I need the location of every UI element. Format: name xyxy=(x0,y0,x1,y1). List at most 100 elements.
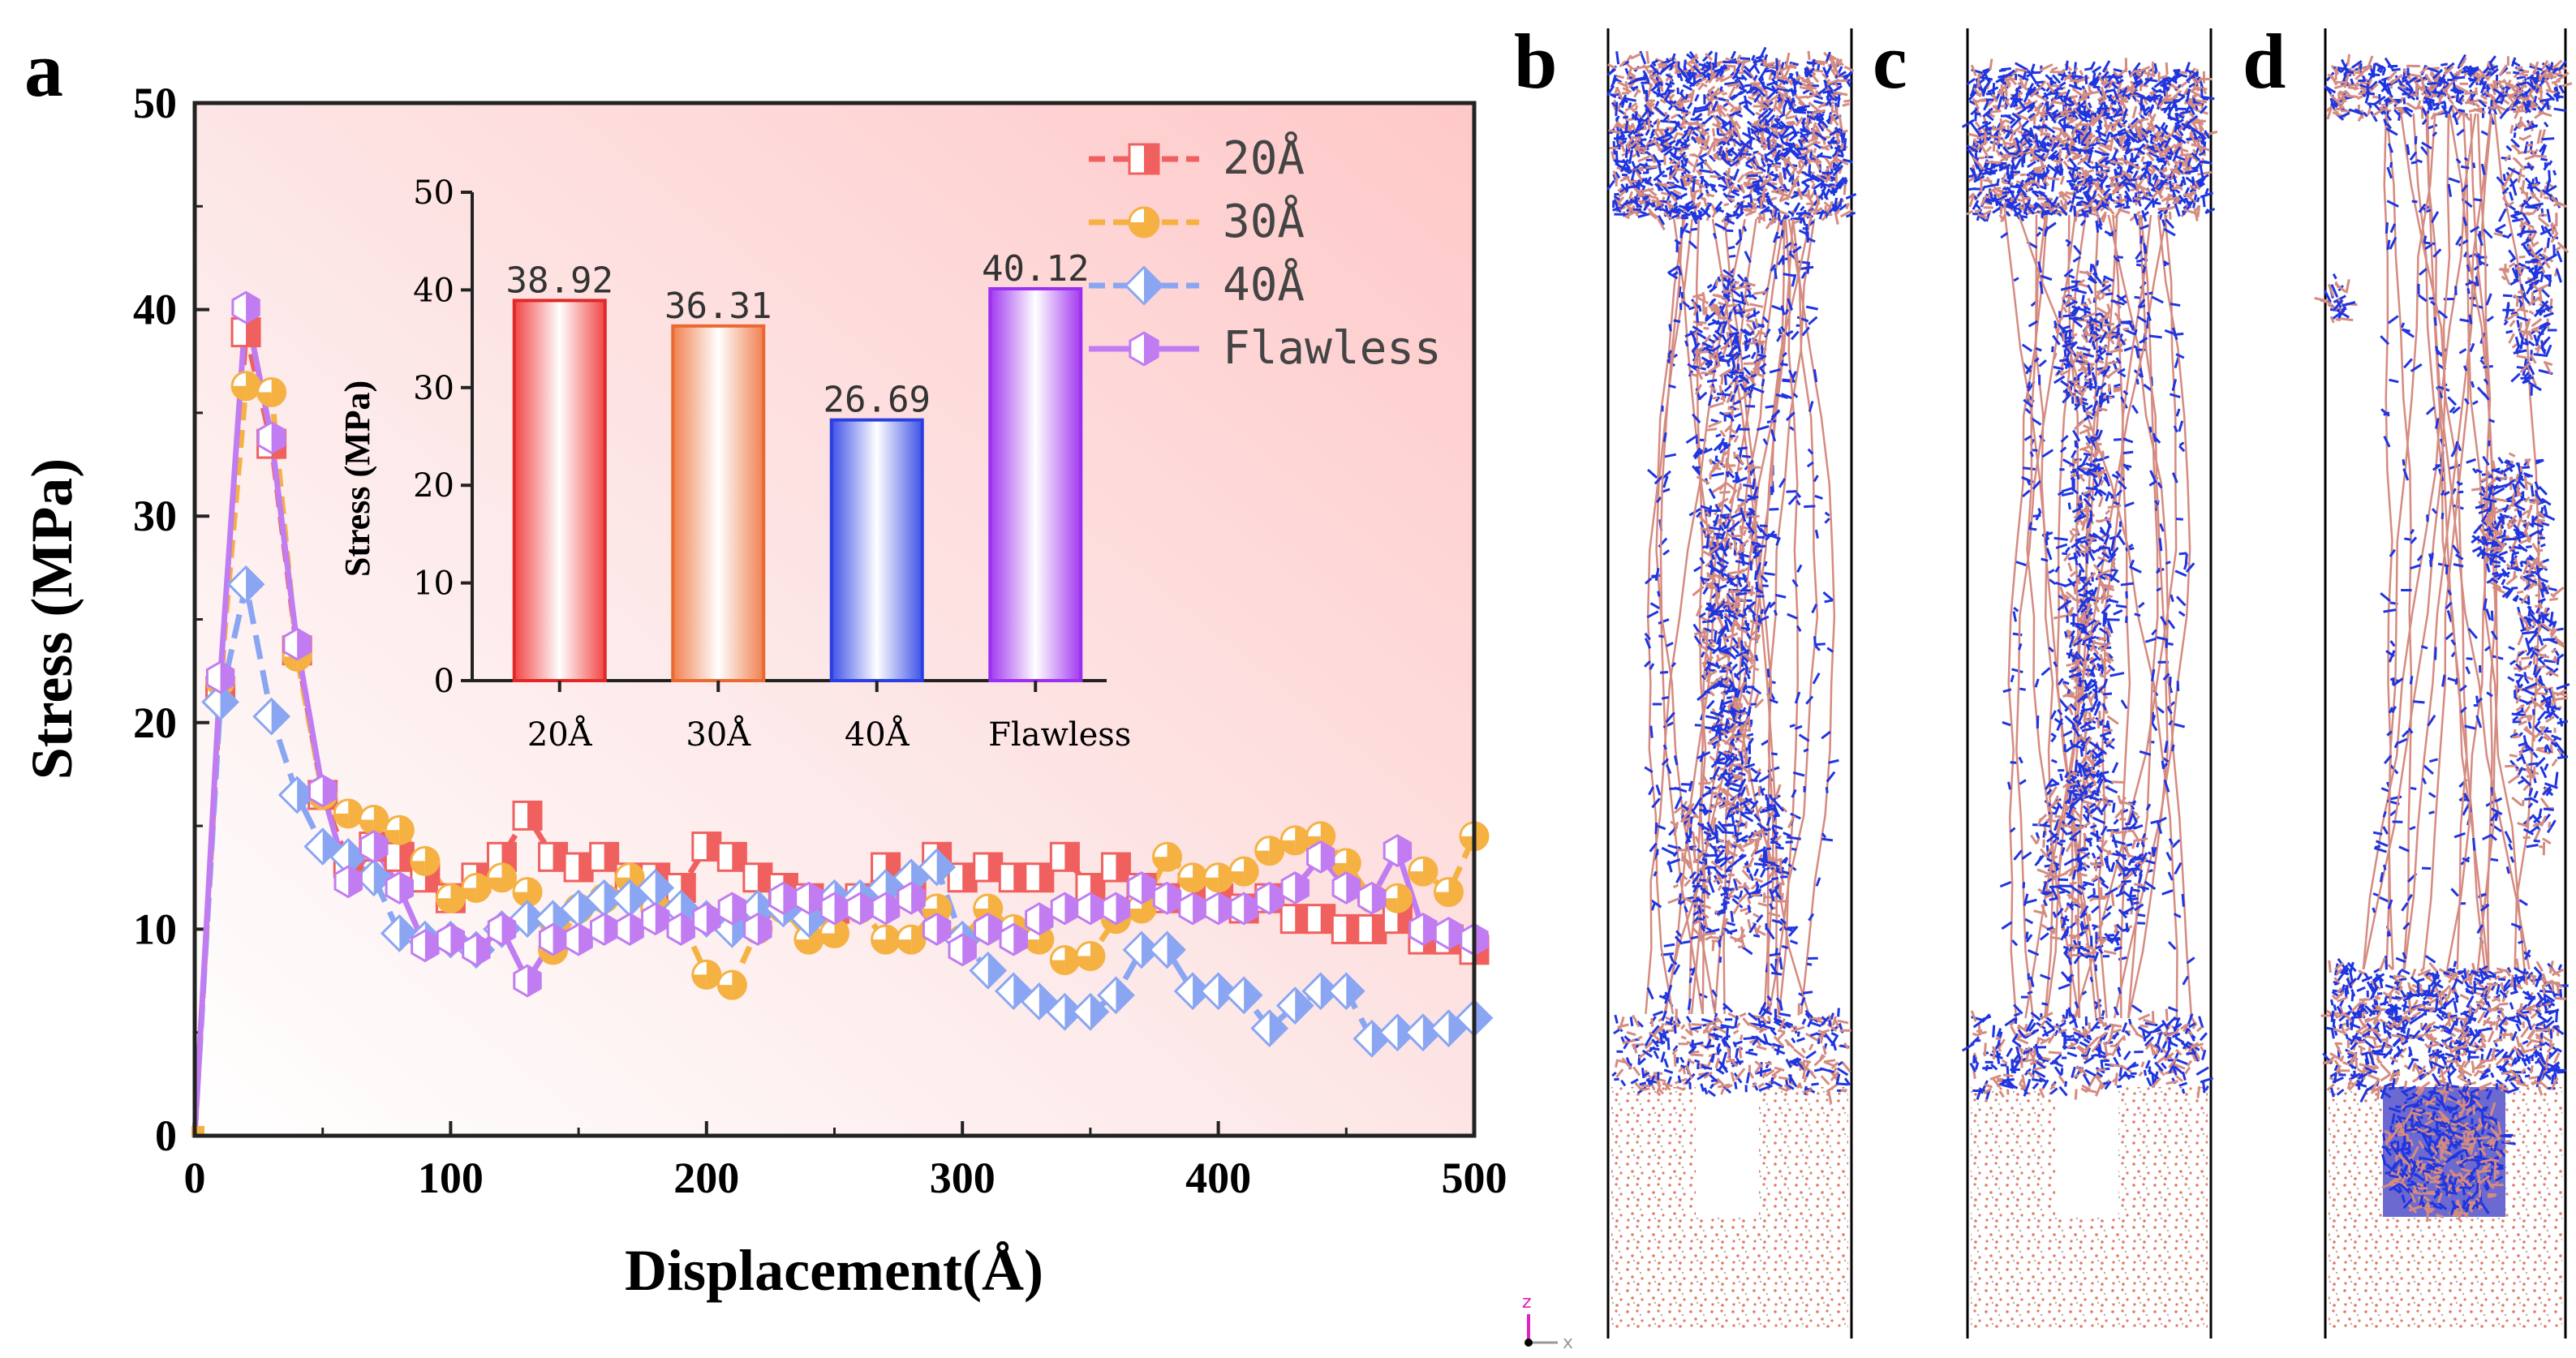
data-point xyxy=(355,858,393,897)
data-point xyxy=(563,852,594,883)
data-point xyxy=(973,893,1004,924)
data-point xyxy=(1383,834,1413,868)
data-point xyxy=(1199,972,1237,1011)
y-tick-label: 0 xyxy=(155,1111,177,1160)
data-point xyxy=(1178,892,1207,926)
x-tick-label: 100 xyxy=(418,1154,484,1202)
data-point xyxy=(691,959,722,990)
data-point xyxy=(411,929,440,963)
inset-bar xyxy=(988,286,1083,682)
inset-x-tick-label: 20Å xyxy=(527,716,593,754)
inset-y-axis-title: Stress (MPa) xyxy=(338,380,377,577)
inset-x-tick-label: Flawless xyxy=(988,716,1131,754)
legend-label: 30Å xyxy=(1223,195,1305,248)
data-point xyxy=(1327,972,1365,1011)
data-point xyxy=(256,376,287,407)
data-point xyxy=(538,841,569,872)
data-point xyxy=(1050,892,1080,926)
x-tick-label: 500 xyxy=(1442,1154,1507,1202)
data-point xyxy=(359,804,389,835)
data-point xyxy=(794,881,824,915)
data-point xyxy=(1128,143,1160,175)
panel-label-c: c xyxy=(1873,18,1907,105)
data-point xyxy=(1228,856,1259,887)
data-point xyxy=(871,924,901,955)
data-point xyxy=(1129,331,1159,367)
data-point xyxy=(1357,881,1387,915)
data-point xyxy=(1177,862,1208,893)
data-point xyxy=(871,892,901,926)
data-point xyxy=(922,912,952,946)
data-point xyxy=(918,848,957,887)
data-point xyxy=(538,922,568,956)
data-point xyxy=(1101,892,1131,926)
data-point xyxy=(1025,902,1054,936)
legend-label: 20Å xyxy=(1223,131,1305,185)
inset-y-tick-label: 30 xyxy=(413,370,454,407)
data-point xyxy=(462,933,491,967)
x-tick-label: 400 xyxy=(1185,1154,1251,1202)
data-point xyxy=(256,421,286,454)
data-point xyxy=(897,881,926,915)
y-tick-label: 10 xyxy=(133,905,177,953)
data-point xyxy=(487,912,517,946)
inset-bar xyxy=(512,299,607,682)
data-point xyxy=(973,852,1004,883)
data-point xyxy=(692,902,721,936)
data-point xyxy=(380,914,419,952)
data-point xyxy=(999,922,1028,956)
inset-bar-value-label: 26.69 xyxy=(824,380,931,421)
y-tick-label: 50 xyxy=(133,79,177,127)
data-point xyxy=(1076,892,1105,926)
data-point xyxy=(974,912,1003,946)
data-point xyxy=(1049,841,1080,872)
data-point xyxy=(1404,1013,1443,1052)
data-point xyxy=(436,922,466,956)
data-point xyxy=(1382,883,1413,913)
inset-bar-value-label: 40.12 xyxy=(982,248,1089,290)
data-point xyxy=(564,922,593,956)
data-point xyxy=(998,862,1029,893)
x-tick-label: 0 xyxy=(184,1154,206,1202)
data-point xyxy=(486,862,517,893)
data-point xyxy=(589,912,619,946)
data-point xyxy=(1229,892,1258,926)
data-point xyxy=(1203,892,1233,926)
data-point xyxy=(716,969,747,1000)
data-point xyxy=(1097,976,1135,1015)
data-point xyxy=(308,774,338,808)
snapshot-d xyxy=(2314,28,2573,1339)
data-point xyxy=(384,841,415,872)
panel-label-a: a xyxy=(24,26,63,113)
data-point xyxy=(1152,881,1182,915)
data-point xyxy=(1254,836,1285,866)
data-point xyxy=(1148,930,1186,969)
data-point xyxy=(1408,912,1438,946)
inset-bar-value-label: 38.92 xyxy=(506,260,613,301)
snapshot-b xyxy=(1606,28,1857,1339)
plot-frame xyxy=(192,101,1477,1138)
data-point xyxy=(1357,913,1387,944)
data-point xyxy=(205,660,235,694)
data-point xyxy=(1279,904,1310,935)
data-point xyxy=(1433,877,1464,908)
legend-label: Flawless xyxy=(1223,322,1442,375)
y-tick-label: 20 xyxy=(133,698,177,747)
data-point xyxy=(969,951,1008,990)
main-y-axis-title: Stress (MPa) xyxy=(19,458,84,780)
data-point xyxy=(513,964,542,998)
data-point xyxy=(1128,206,1160,239)
data-point xyxy=(333,865,363,899)
data-point xyxy=(743,912,772,946)
data-point xyxy=(1100,852,1131,883)
data-point xyxy=(948,933,977,967)
data-point xyxy=(947,862,978,893)
data-point xyxy=(717,892,747,926)
data-point xyxy=(1305,904,1336,935)
data-point xyxy=(589,841,620,872)
data-point xyxy=(1279,825,1310,856)
data-point xyxy=(410,845,441,876)
data-point xyxy=(615,912,644,946)
data-point xyxy=(385,871,415,905)
